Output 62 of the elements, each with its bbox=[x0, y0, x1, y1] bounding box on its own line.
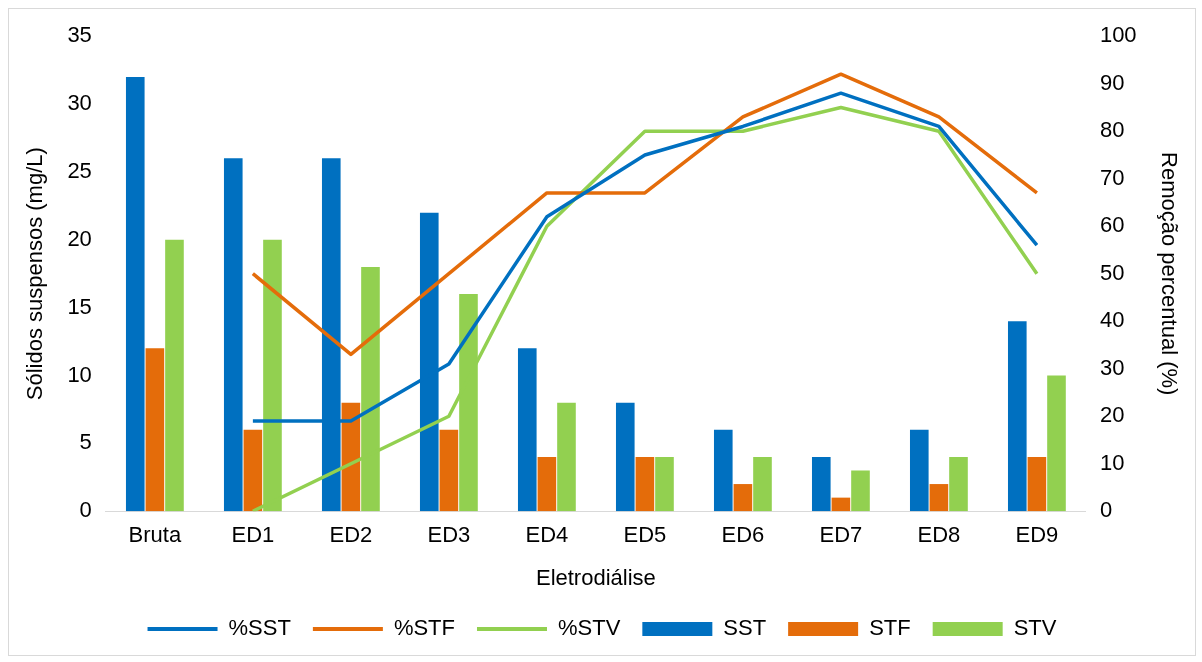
y2-tick-label: 0 bbox=[1099, 497, 1113, 523]
y2-tick-label: 80 bbox=[1099, 117, 1125, 143]
y2-tick-label: 100 bbox=[1099, 22, 1137, 48]
x-tick-label: ED1 bbox=[231, 522, 275, 548]
y2-tick-label: 60 bbox=[1099, 212, 1125, 238]
x-tick-label: ED9 bbox=[1015, 522, 1059, 548]
bar bbox=[811, 456, 831, 512]
y-tick-label: 20 bbox=[67, 225, 92, 251]
bar bbox=[125, 76, 145, 512]
legend-label: SST bbox=[723, 615, 767, 641]
bar bbox=[1047, 375, 1066, 512]
legend-label: %SST bbox=[228, 615, 291, 641]
x-tick-label: ED7 bbox=[819, 522, 863, 548]
x-tick-label: Bruta bbox=[128, 522, 182, 548]
bar bbox=[655, 456, 674, 512]
y-tick-label: 10 bbox=[67, 361, 92, 387]
bar bbox=[439, 429, 459, 512]
x-tick-label: ED2 bbox=[329, 522, 373, 548]
y-tick-label: 30 bbox=[67, 90, 92, 116]
bar bbox=[753, 456, 772, 512]
legend-label: STV bbox=[1013, 615, 1057, 641]
bar bbox=[949, 456, 968, 512]
bar bbox=[165, 239, 184, 512]
x-axis-title: Eletrodiálise bbox=[535, 564, 656, 590]
y2-tick-label: 40 bbox=[1099, 307, 1125, 333]
y2-tick-label: 10 bbox=[1099, 449, 1125, 475]
bar bbox=[517, 348, 537, 512]
y-tick-label: 15 bbox=[67, 293, 92, 319]
legend-label: STF bbox=[869, 615, 911, 641]
y2-tick-label: 30 bbox=[1099, 354, 1125, 380]
bar bbox=[615, 402, 635, 512]
bar bbox=[537, 456, 557, 512]
bar bbox=[733, 484, 753, 512]
y2-axis-title: Remoção percentual (%) bbox=[1156, 152, 1182, 396]
y-tick-label: 25 bbox=[67, 157, 92, 183]
y-tick-label: 35 bbox=[67, 22, 92, 48]
y-tick-label: 5 bbox=[79, 429, 92, 455]
y2-tick-label: 90 bbox=[1099, 69, 1125, 95]
bar bbox=[243, 429, 263, 512]
bar bbox=[635, 456, 655, 512]
x-tick-label: ED6 bbox=[721, 522, 765, 548]
y-axis-title: Sólidos suspensos (mg/L) bbox=[22, 147, 48, 401]
x-tick-label: ED5 bbox=[623, 522, 667, 548]
y2-tick-label: 50 bbox=[1099, 259, 1125, 285]
bar bbox=[929, 484, 949, 512]
bar bbox=[1027, 456, 1047, 512]
bar bbox=[909, 429, 929, 512]
x-tick-label: ED4 bbox=[525, 522, 569, 548]
legend-label: %STF bbox=[393, 615, 456, 641]
bar bbox=[851, 470, 870, 512]
y2-tick-label: 70 bbox=[1099, 164, 1125, 190]
bar bbox=[831, 497, 851, 512]
bar bbox=[145, 348, 165, 512]
y-tick-label: 0 bbox=[79, 497, 92, 523]
bar bbox=[557, 402, 576, 512]
x-tick-label: ED8 bbox=[917, 522, 961, 548]
bar bbox=[223, 158, 243, 512]
bar bbox=[713, 429, 733, 512]
y2-tick-label: 20 bbox=[1099, 402, 1125, 428]
x-tick-label: ED3 bbox=[427, 522, 471, 548]
bar bbox=[1007, 321, 1027, 512]
legend-label: %STV bbox=[557, 615, 621, 641]
